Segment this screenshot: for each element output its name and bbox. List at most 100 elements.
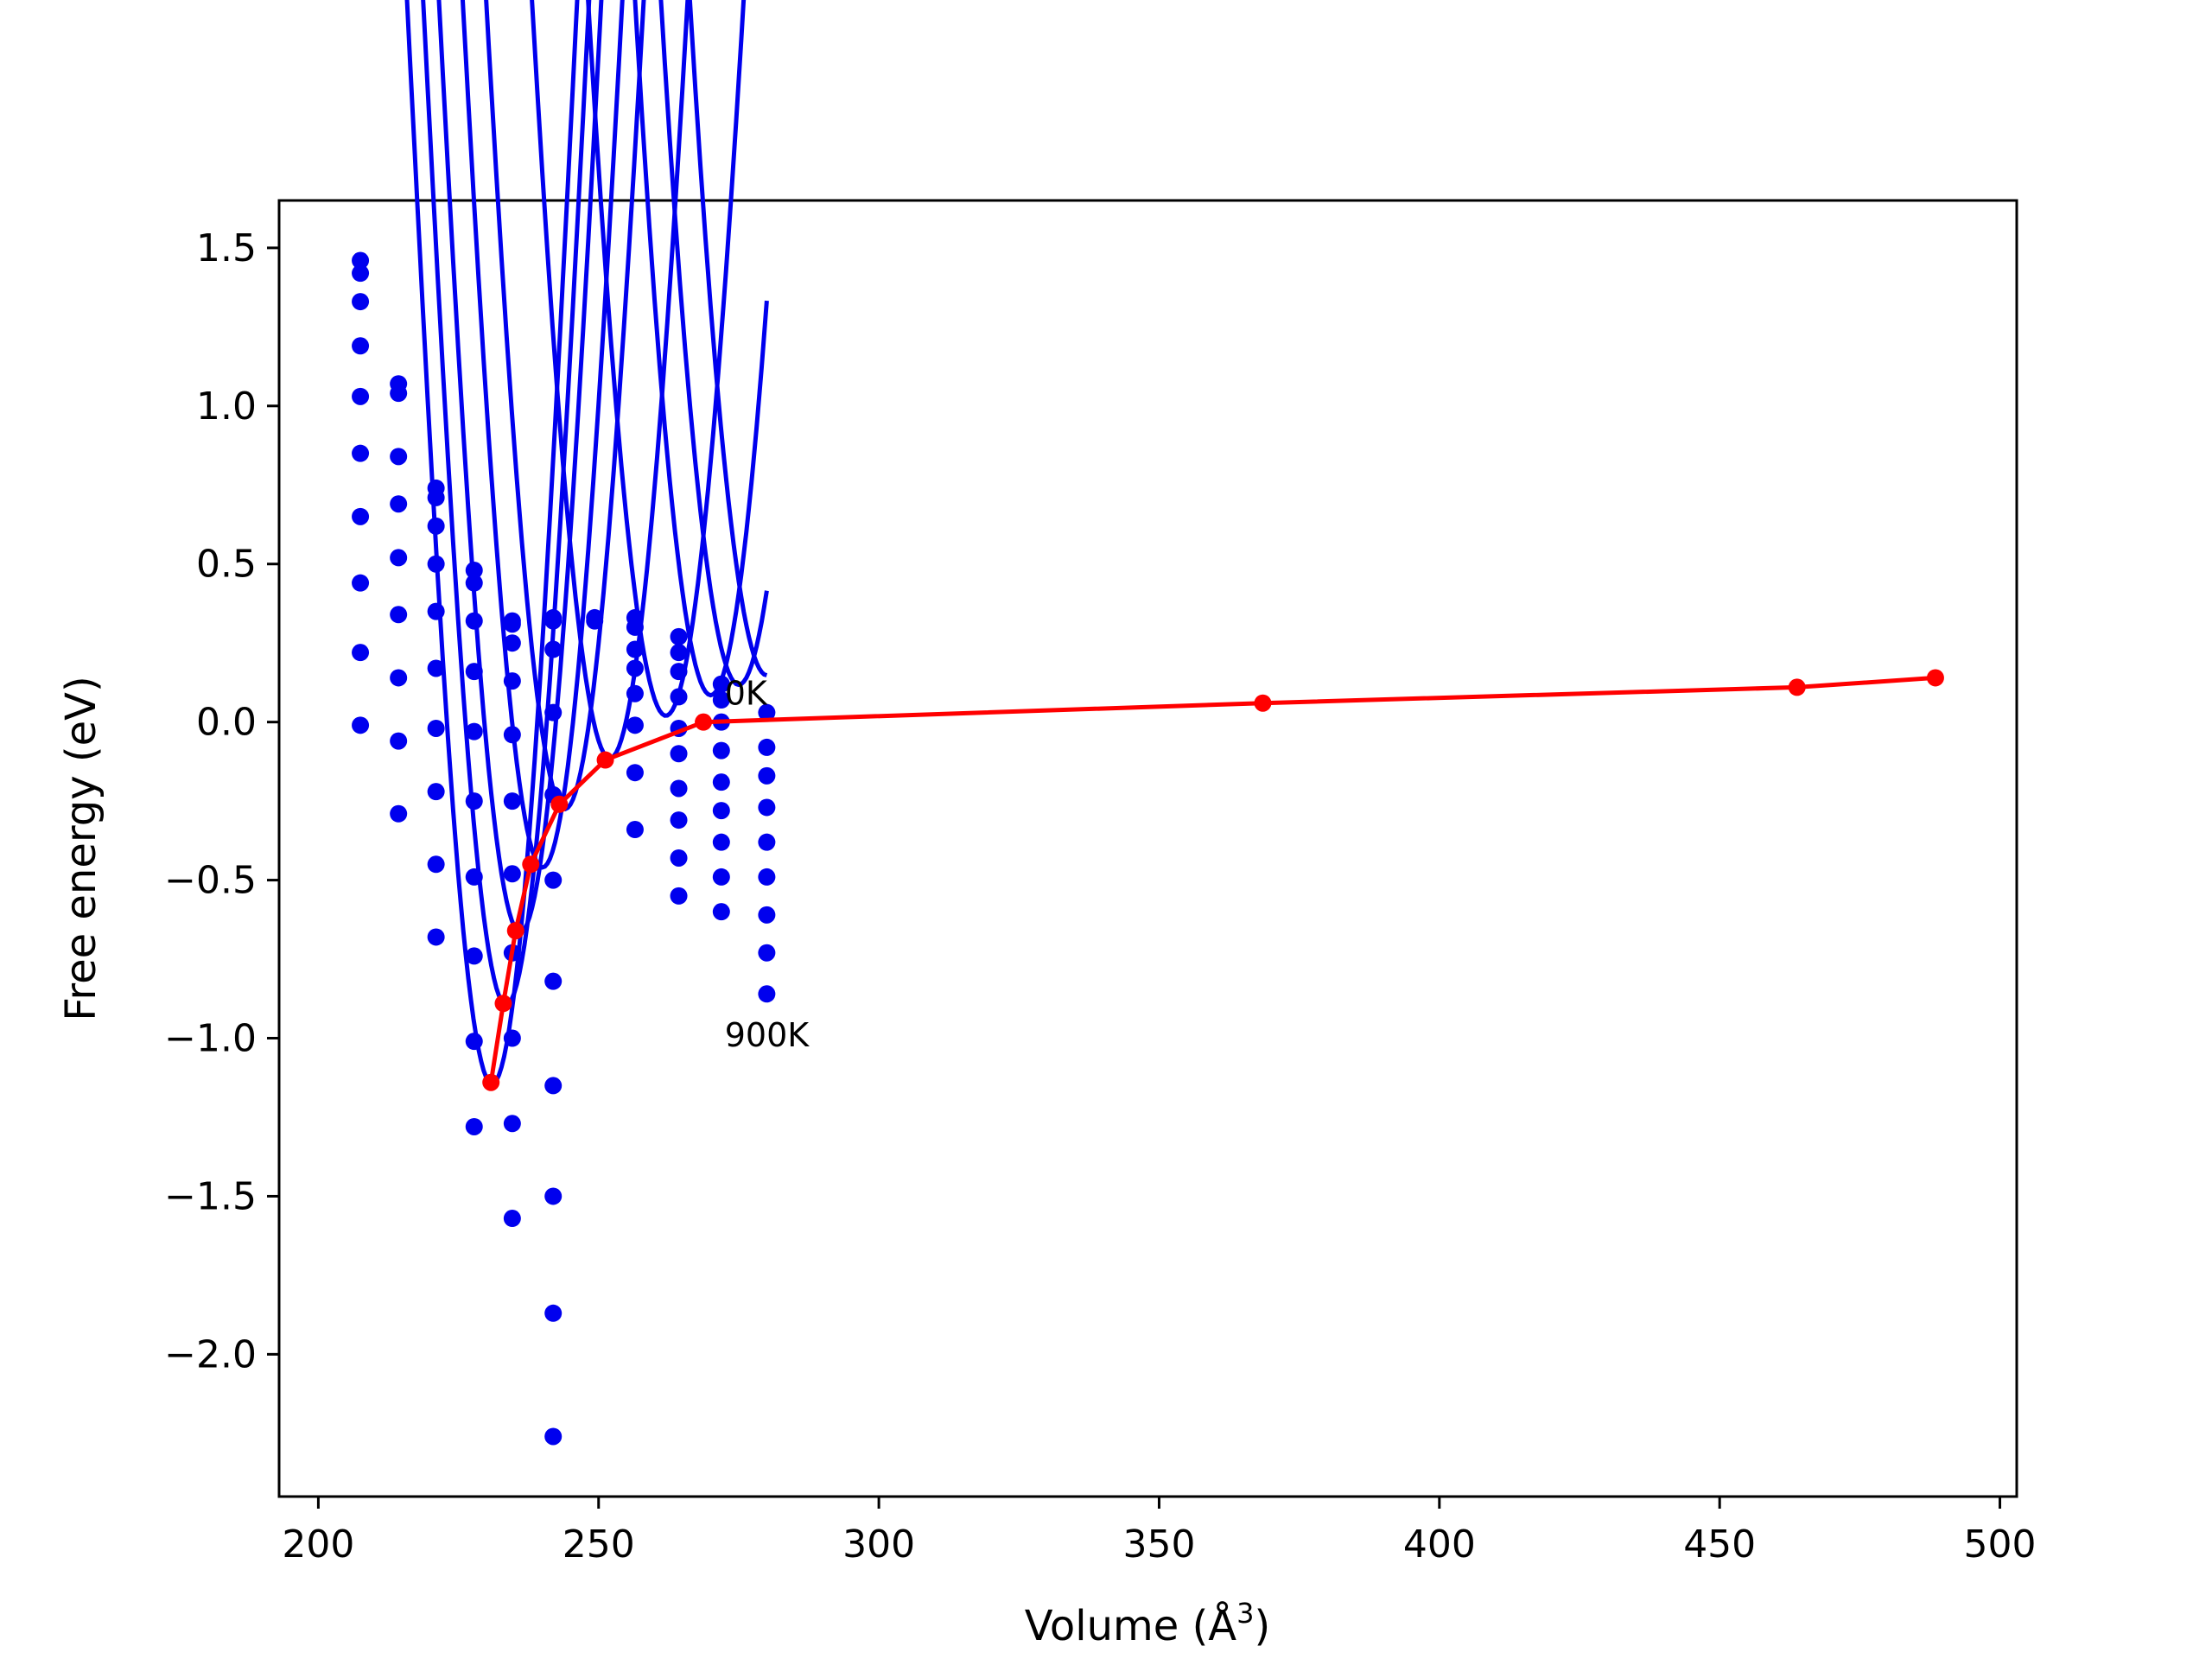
annotations: 0K 900K (725, 675, 810, 1054)
data-point-38 (465, 1117, 483, 1135)
data-point-74 (670, 688, 688, 706)
minima-point-5 (596, 751, 614, 769)
data-point-55 (544, 871, 563, 889)
data-point-77 (670, 779, 688, 798)
fit-curve-7 (436, 0, 604, 935)
data-point-49 (503, 1210, 521, 1228)
y-tick-label-6: −1.5 (164, 1174, 257, 1218)
data-point-8 (352, 644, 370, 662)
data-point-42 (503, 672, 521, 690)
data-point-12 (390, 448, 408, 466)
x-axis-label-main: Volume (Å (1025, 1601, 1237, 1650)
x-tick-label-1: 250 (563, 1522, 635, 1567)
data-point-47 (503, 1029, 521, 1047)
data-point-76 (670, 745, 688, 763)
y-tick-label-3: 0.0 (196, 701, 257, 745)
data-point-82 (712, 691, 730, 709)
fit-curves (404, 0, 769, 1087)
data-point-78 (670, 811, 688, 830)
x-tick-label-0: 200 (282, 1522, 354, 1567)
data-point-11 (390, 385, 408, 403)
x-tick-label-6: 500 (1964, 1522, 2037, 1567)
minima-point-4 (550, 795, 569, 813)
minima-point-2 (506, 922, 524, 940)
y-tick-label-1: 1.0 (196, 385, 257, 429)
data-point-66 (626, 659, 644, 677)
y-tick-label-0: 1.5 (196, 226, 257, 270)
data-point-36 (465, 947, 483, 965)
data-point-29 (465, 562, 483, 580)
fit-curve-0 (687, 0, 768, 677)
data-point-53 (544, 703, 563, 721)
data-point-91 (758, 738, 776, 756)
minima-point-6 (695, 713, 713, 731)
data-point-15 (390, 606, 408, 624)
annotation-1: 900K (725, 1016, 810, 1054)
x-tick-label-3: 350 (1122, 1522, 1195, 1567)
y-axis-label: Free energy (eV) (57, 676, 105, 1020)
x-axis-label-suffix: ) (1254, 1602, 1270, 1650)
fit-curve-2 (632, 0, 769, 698)
data-point-73 (670, 663, 688, 681)
data-point-51 (544, 612, 563, 630)
data-point-93 (758, 798, 776, 817)
data-point-88 (712, 868, 730, 886)
data-point-27 (427, 855, 445, 874)
data-point-96 (758, 906, 776, 924)
data-point-33 (465, 722, 483, 741)
data-point-68 (626, 716, 644, 734)
data-point-17 (390, 732, 408, 750)
data-point-14 (390, 549, 408, 567)
data-point-2 (352, 293, 370, 311)
data-point-1 (352, 264, 370, 283)
data-point-58 (544, 1187, 563, 1205)
data-point-0 (352, 251, 370, 270)
data-point-35 (465, 868, 483, 886)
data-point-30 (465, 574, 483, 592)
data-point-16 (390, 669, 408, 687)
x-axis-label: Volume (Å3) (1025, 1597, 1270, 1650)
data-point-37 (465, 1033, 483, 1051)
data-point-22 (427, 555, 445, 573)
minima-point-3 (522, 855, 540, 874)
data-point-44 (503, 792, 521, 810)
data-point-25 (427, 719, 445, 737)
data-point-52 (544, 640, 563, 658)
data-point-4 (352, 387, 370, 405)
data-point-62 (586, 612, 604, 630)
data-point-97 (758, 944, 776, 962)
fit-curve-8 (421, 0, 592, 1007)
data-point-13 (390, 495, 408, 513)
x-tick-label-4: 400 (1403, 1522, 1476, 1567)
data-point-48 (503, 1115, 521, 1133)
y-tick-label-5: −1.0 (164, 1017, 257, 1061)
data-point-7 (352, 574, 370, 592)
data-point-67 (626, 684, 644, 702)
data-point-56 (544, 972, 563, 990)
data-point-79 (670, 849, 688, 867)
x-axis-label-sup: 3 (1236, 1597, 1254, 1630)
y-tick-label-7: −2.0 (164, 1332, 257, 1376)
minima-point-7 (1254, 694, 1272, 712)
data-point-84 (712, 741, 730, 760)
data-point-45 (503, 865, 521, 883)
data-point-9 (352, 716, 370, 734)
data-point-3 (352, 337, 370, 355)
data-point-87 (712, 833, 730, 851)
data-points (352, 251, 776, 1446)
data-point-5 (352, 444, 370, 462)
minima-line (488, 675, 1936, 1084)
data-point-89 (712, 903, 730, 921)
data-point-28 (427, 928, 445, 946)
data-point-20 (427, 488, 445, 506)
data-point-85 (712, 773, 730, 791)
minima-point-0 (482, 1073, 500, 1091)
data-point-65 (626, 640, 644, 658)
data-point-34 (465, 792, 483, 810)
data-point-95 (758, 868, 776, 886)
fit-curve-3 (586, 0, 747, 718)
data-point-26 (427, 783, 445, 801)
data-point-72 (670, 644, 688, 662)
data-point-86 (712, 802, 730, 820)
data-point-23 (427, 602, 445, 620)
